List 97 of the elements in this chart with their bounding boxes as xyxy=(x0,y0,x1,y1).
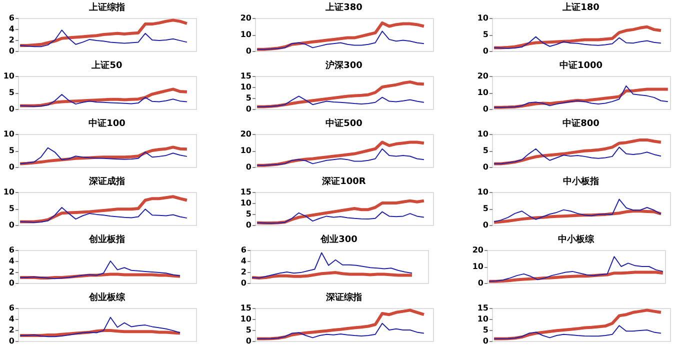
line-series xyxy=(20,260,181,280)
y-tick-label: 0 xyxy=(8,104,15,114)
y-tick-label: 2 xyxy=(240,268,246,276)
y-tick-label: 10 xyxy=(472,262,484,271)
y-tick-label: 10 xyxy=(477,130,489,138)
y-tick-label: 10 xyxy=(240,30,252,39)
line-series xyxy=(492,25,662,50)
y-tick-label: 15 xyxy=(240,72,252,80)
chart-title: 创业板综 xyxy=(88,292,126,303)
y-tick-label: 5 xyxy=(482,204,489,213)
y-tick-label: 6 xyxy=(8,304,15,312)
y-tick-label: 20 xyxy=(240,130,252,138)
y-tick-label: 10 xyxy=(3,72,15,80)
line-series xyxy=(256,30,424,50)
y-tick-label: 0 xyxy=(482,336,489,346)
y-tick-label: 15 xyxy=(240,304,252,312)
line-series xyxy=(494,146,662,164)
chart-title: 上证180 xyxy=(562,2,600,13)
y-tick-label: 20 xyxy=(477,72,489,80)
y-tick-label: 15 xyxy=(477,304,489,312)
y-tick-label: 10 xyxy=(477,88,489,97)
y-tick-label: 10 xyxy=(240,314,252,324)
y-tick-label: 5 xyxy=(482,146,489,155)
line-series xyxy=(20,30,188,48)
y-tick-label: 0 xyxy=(246,336,252,346)
chart-title: 中证1000 xyxy=(559,60,603,71)
chart-title: 创业板指 xyxy=(88,234,125,245)
y-tick-label: 4 xyxy=(8,256,15,266)
y-tick-label: 5 xyxy=(8,88,15,97)
y-tick-label: 0 xyxy=(8,162,15,172)
chart-title: 深证成指 xyxy=(88,176,125,187)
y-tick-label: 6 xyxy=(240,246,247,254)
line-series xyxy=(256,148,424,166)
line-series xyxy=(256,211,424,224)
chart-title: 深证100R xyxy=(321,176,366,187)
line-series xyxy=(20,207,188,223)
y-tick-label: 0 xyxy=(478,278,484,288)
y-tick-label: 5 xyxy=(482,30,489,39)
y-tick-label: 5 xyxy=(246,326,252,334)
y-tick-label: 4 xyxy=(8,24,15,34)
chart-title: 深证综指 xyxy=(325,292,362,303)
y-tick-label: 0 xyxy=(8,336,15,346)
y-tick-label: 10 xyxy=(3,130,15,138)
y-tick-label: 0 xyxy=(482,220,489,230)
y-tick-label: 0 xyxy=(240,278,247,288)
line-series xyxy=(256,96,424,108)
y-tick-label: 20 xyxy=(472,246,484,254)
chart-title: 上证380 xyxy=(324,2,362,13)
line-series xyxy=(18,18,188,47)
line-series xyxy=(494,36,662,49)
y-tick-label: 10 xyxy=(477,14,489,22)
y-tick-label: 6 xyxy=(8,14,15,22)
chart-title: 中证800 xyxy=(562,118,600,129)
y-tick-label: 5 xyxy=(246,210,252,218)
line-series xyxy=(20,94,188,107)
y-tick-label: 2 xyxy=(8,36,14,44)
y-tick-label: 0 xyxy=(8,46,15,56)
y-tick-label: 0 xyxy=(8,220,15,230)
y-tick-label: 0 xyxy=(482,46,489,56)
y-tick-label: 10 xyxy=(477,188,489,196)
y-tick-label: 5 xyxy=(8,146,15,155)
y-tick-label: 2 xyxy=(8,268,14,276)
chart-title: 中小板综 xyxy=(558,234,595,245)
line-series xyxy=(252,252,413,279)
y-tick-label: 10 xyxy=(3,188,15,196)
line-series xyxy=(20,316,181,338)
y-tick-label: 0 xyxy=(246,104,252,114)
y-tick-label: 0 xyxy=(8,278,15,288)
line-series xyxy=(488,256,664,282)
line-series xyxy=(494,325,662,340)
y-tick-label: 2 xyxy=(8,326,14,334)
y-tick-label: 0 xyxy=(246,162,252,172)
chart-title: 创业300 xyxy=(320,234,358,245)
y-tick-label: 15 xyxy=(240,188,252,196)
y-tick-label: 10 xyxy=(240,146,252,155)
chart-title: 上证50 xyxy=(90,60,122,71)
y-tick-label: 0 xyxy=(246,220,252,230)
y-tick-label: 0 xyxy=(482,162,489,172)
y-tick-label: 10 xyxy=(240,198,252,208)
y-tick-label: 5 xyxy=(8,204,15,213)
y-tick-label: 4 xyxy=(8,314,15,324)
y-tick-label: 4 xyxy=(240,256,247,266)
y-tick-label: 5 xyxy=(482,326,489,334)
chart-title: 中证100 xyxy=(88,118,126,129)
y-tick-label: 0 xyxy=(482,104,489,114)
y-tick-label: 0 xyxy=(246,46,252,56)
y-tick-label: 5 xyxy=(246,94,252,102)
chart-title: 上证综指 xyxy=(88,2,125,13)
y-tick-label: 10 xyxy=(477,314,489,324)
y-tick-label: 10 xyxy=(240,82,252,92)
y-tick-label: 20 xyxy=(240,14,252,22)
line-series xyxy=(256,322,424,340)
line-series xyxy=(494,198,662,222)
chart-title: 中证500 xyxy=(326,118,362,129)
y-tick-label: 6 xyxy=(8,246,15,254)
chart-title: 沪深300 xyxy=(324,60,362,71)
chart-title: 中小板指 xyxy=(563,176,599,187)
